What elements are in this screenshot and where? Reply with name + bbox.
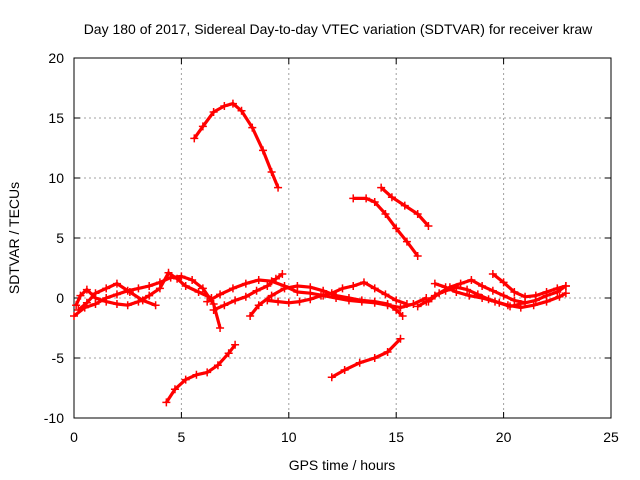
x-axis-label: GPS time / hours — [289, 457, 396, 473]
series-arc-low-1 — [162, 341, 239, 407]
data-point — [495, 299, 503, 307]
y-tick-label: 10 — [48, 170, 64, 186]
series-line — [207, 280, 426, 308]
y-axis-label: SDTVAR / TECUs — [6, 182, 22, 294]
data-series — [70, 100, 570, 407]
data-point — [216, 324, 224, 332]
series-arc-mid-2 — [377, 184, 432, 230]
data-point — [306, 283, 314, 291]
x-tick-label: 5 — [178, 429, 186, 445]
y-tick-label: 15 — [48, 110, 64, 126]
data-point — [242, 280, 250, 288]
series-arc-mid-1 — [349, 194, 421, 260]
data-point — [285, 299, 293, 307]
y-tick-label: 5 — [56, 230, 64, 246]
data-point — [113, 290, 121, 298]
y-tick-label: 0 — [56, 290, 64, 306]
data-point — [349, 194, 357, 202]
data-point — [349, 282, 357, 290]
data-point — [255, 276, 263, 284]
data-point — [274, 298, 282, 306]
data-point — [124, 301, 132, 309]
axis-ticks: 0 5 10 15 20 25 -10 -5 0 5 10 15 20 — [44, 50, 619, 445]
data-point — [431, 280, 439, 288]
x-tick-label: 20 — [496, 429, 512, 445]
series-line — [194, 104, 278, 188]
data-point — [152, 301, 160, 309]
data-point — [306, 295, 314, 303]
y-tick-label: -5 — [52, 350, 65, 366]
data-point — [293, 282, 301, 290]
data-point — [134, 284, 142, 292]
data-point — [113, 300, 121, 308]
grid-lines — [74, 58, 611, 418]
y-tick-label: -10 — [44, 410, 64, 426]
chart-title: Day 180 of 2017, Sidereal Day-to-day VTE… — [84, 21, 593, 37]
data-point — [145, 282, 153, 290]
y-tick-label: 20 — [48, 50, 64, 66]
x-tick-label: 25 — [603, 429, 619, 445]
x-tick-label: 15 — [388, 429, 404, 445]
chart-canvas: Day 180 of 2017, Sidereal Day-to-day VTE… — [0, 0, 640, 480]
data-point — [296, 298, 304, 306]
x-tick-label: 10 — [281, 429, 297, 445]
x-tick-label: 0 — [70, 429, 78, 445]
data-point — [543, 298, 551, 306]
